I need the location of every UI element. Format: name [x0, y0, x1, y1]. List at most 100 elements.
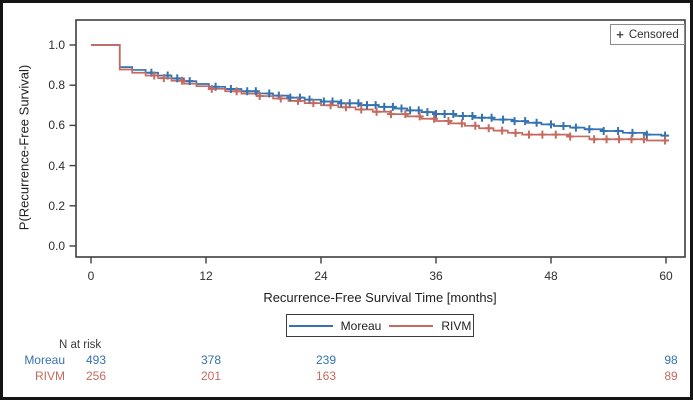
censor-mark-moreau	[449, 109, 458, 118]
censor-mark-rivm	[415, 112, 424, 121]
censor-mark-moreau	[226, 85, 235, 94]
y-tick-label: 0.4	[48, 158, 65, 173]
censor-mark-moreau	[286, 93, 295, 102]
censor-mark-rivm	[615, 135, 624, 144]
censor-mark-moreau	[499, 115, 508, 124]
n-at-risk-value: 89	[664, 369, 678, 383]
n-at-risk-row-label-moreau: Moreau	[24, 353, 65, 367]
censor-mark-moreau	[388, 102, 397, 111]
censor-mark-moreau	[487, 113, 496, 122]
censor-mark-moreau	[345, 99, 354, 108]
censor-mark-rivm	[627, 135, 636, 144]
censor-mark-rivm	[401, 110, 410, 119]
censor-mark-moreau	[458, 111, 467, 120]
censor-mark-moreau	[478, 113, 486, 122]
censor-mark-moreau	[559, 122, 568, 131]
censor-mark-rivm	[602, 135, 611, 144]
censor-mark-moreau	[432, 109, 440, 118]
censor-mark-moreau	[642, 130, 651, 139]
censor-mark-moreau	[510, 117, 519, 126]
censor-mark-moreau	[363, 101, 371, 110]
censor-mark-moreau	[423, 108, 432, 117]
censor-mark-moreau	[173, 74, 182, 83]
censor-mark-moreau	[521, 117, 530, 126]
censor-mark-rivm	[386, 110, 395, 119]
censor-mark-rivm	[538, 130, 547, 139]
censor-mark-rivm	[159, 74, 168, 83]
censor-mark-rivm	[255, 92, 264, 101]
x-tick-label: 24	[314, 269, 328, 283]
x-tick-label: 60	[659, 269, 673, 283]
legend-label-moreau: Moreau	[340, 318, 382, 333]
censor-mark-moreau	[319, 97, 328, 106]
censor-mark-rivm	[444, 116, 453, 125]
n-at-risk-value: 163	[315, 369, 337, 383]
y-tick-label: 1.0	[48, 38, 65, 52]
censor-mark-rivm	[566, 132, 575, 141]
censor-mark-rivm	[590, 135, 599, 144]
series-legend-box: Moreau RIVM	[286, 314, 474, 337]
censor-mark-moreau	[337, 99, 346, 108]
censored-legend-label: Censored	[628, 28, 679, 41]
x-axis-title: Recurrence-Free Survival Time [months]	[263, 290, 497, 305]
censor-mark-rivm	[357, 105, 366, 114]
censor-mark-moreau	[243, 87, 252, 96]
censor-mark-rivm	[457, 119, 466, 128]
survival-curve-rivm	[91, 44, 666, 142]
n-at-risk-header: N at risk	[59, 339, 102, 351]
censor-mark-moreau	[571, 123, 580, 132]
censor-mark-rivm	[551, 130, 560, 139]
censored-legend-box: + Censored	[610, 24, 685, 45]
moreau-line-sample-icon	[288, 324, 333, 327]
censor-mark-rivm	[276, 94, 285, 103]
censor-mark-rivm	[471, 121, 480, 130]
censor-mark-rivm	[372, 107, 381, 116]
n-at-risk-row-label-rivm: RIVM	[35, 369, 65, 383]
y-tick-label: 0.2	[48, 198, 65, 213]
censor-mark-rivm	[326, 101, 335, 110]
plus-censor-icon: +	[616, 27, 624, 42]
censor-mark-rivm	[150, 71, 159, 80]
censor-mark-rivm	[498, 126, 507, 135]
censor-mark-moreau	[397, 104, 406, 113]
legend-label-rivm: RIVM	[441, 318, 472, 333]
n-at-risk-value: 239	[315, 353, 337, 367]
n-at-risk-value: 201	[200, 369, 222, 383]
censor-mark-rivm	[484, 124, 493, 133]
censor-mark-moreau	[599, 127, 608, 136]
y-tick-label: 0.6	[48, 118, 65, 133]
censor-mark-moreau	[614, 127, 623, 136]
censor-mark-moreau	[265, 89, 274, 98]
censor-mark-rivm	[639, 135, 648, 144]
censor-mark-rivm	[341, 103, 350, 112]
censor-mark-moreau	[468, 111, 477, 120]
censor-mark-moreau	[547, 120, 555, 129]
censor-mark-moreau	[585, 125, 594, 134]
censor-mark-rivm	[430, 114, 439, 123]
plot-canvas	[69, 19, 686, 264]
n-at-risk-value: 493	[85, 353, 107, 367]
censor-mark-rivm	[178, 76, 187, 85]
censor-mark-rivm	[309, 99, 318, 108]
survival-curve-moreau	[91, 44, 666, 137]
censor-mark-rivm	[207, 84, 216, 93]
y-axis-title: P(Recurrence-Free Survival)	[16, 64, 32, 231]
censor-mark-moreau	[380, 102, 389, 111]
n-at-risk-value: 256	[85, 369, 107, 383]
x-tick-label: 36	[429, 269, 443, 283]
censor-mark-moreau	[406, 106, 415, 115]
plot-frame	[75, 19, 686, 258]
y-tick-label: 0.8	[48, 78, 65, 93]
x-tick-label: 48	[544, 269, 558, 283]
n-at-risk-value: 98	[664, 353, 678, 367]
rivm-line-sample-icon	[389, 324, 434, 327]
censor-mark-moreau	[532, 118, 541, 127]
censor-mark-rivm	[524, 130, 533, 139]
censor-mark-moreau	[251, 87, 260, 96]
censor-mark-rivm	[232, 87, 241, 96]
censor-mark-rivm	[294, 96, 302, 105]
x-tick-label: 12	[199, 269, 213, 283]
censor-mark-rivm	[511, 128, 520, 137]
censor-mark-moreau	[354, 99, 363, 108]
